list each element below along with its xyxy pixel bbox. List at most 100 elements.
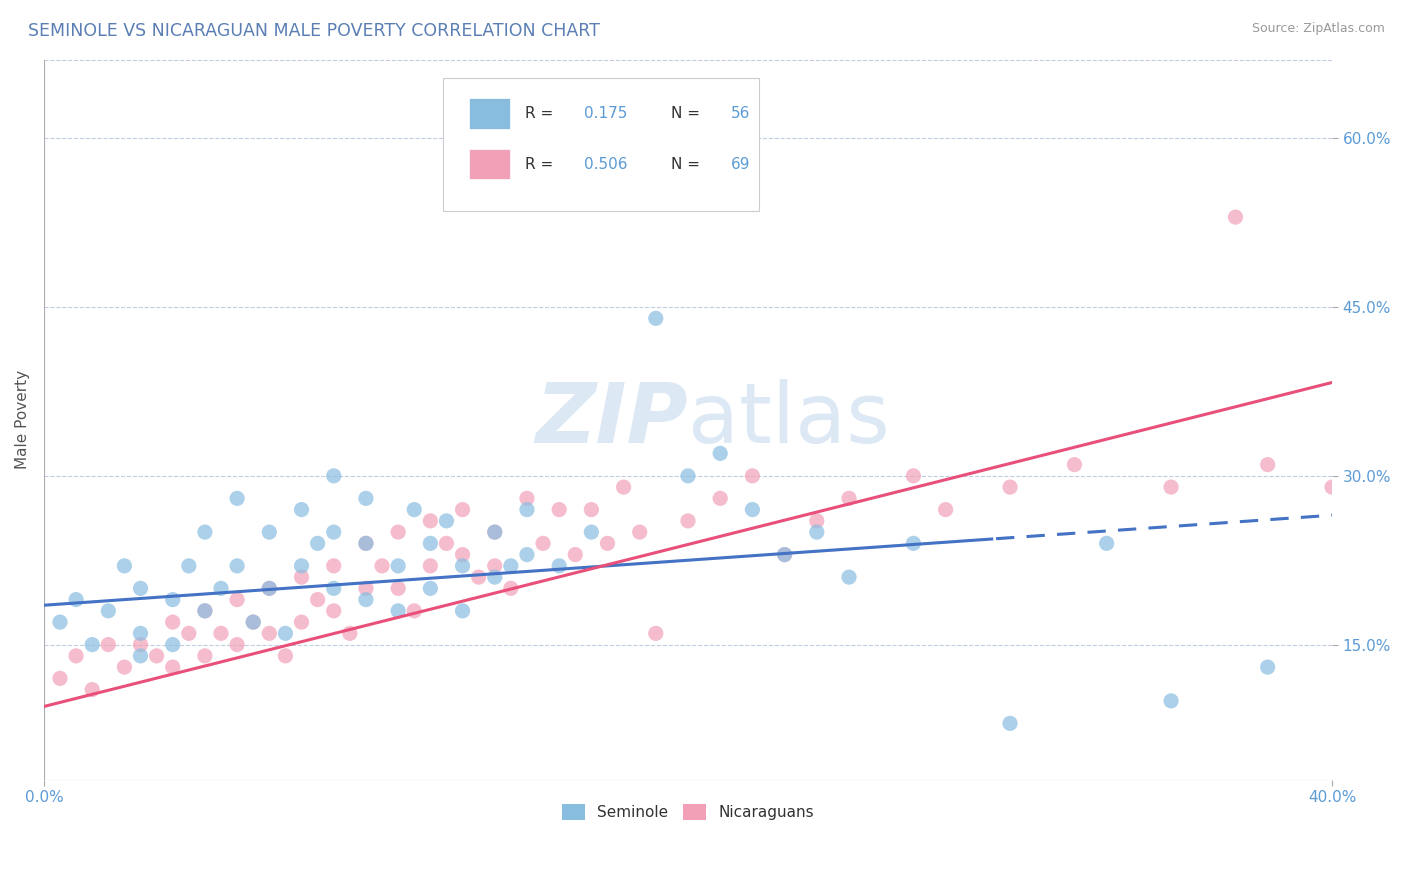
Point <box>209 626 232 640</box>
Text: SEMINOLE VS NICARAGUAN MALE POVERTY CORRELATION CHART: SEMINOLE VS NICARAGUAN MALE POVERTY CORR… <box>28 22 600 40</box>
Point <box>419 558 441 573</box>
Point <box>451 604 474 618</box>
Point <box>49 615 72 629</box>
Point <box>322 558 344 573</box>
Point <box>741 502 763 516</box>
Point <box>387 582 409 596</box>
Point <box>806 514 828 528</box>
Point <box>259 626 281 640</box>
Point <box>387 558 409 573</box>
Point <box>581 502 603 516</box>
Point <box>484 525 506 540</box>
FancyBboxPatch shape <box>443 78 759 211</box>
Point <box>903 468 925 483</box>
Point <box>82 682 104 697</box>
Point <box>1225 210 1247 224</box>
Point <box>354 536 377 550</box>
Y-axis label: Male Poverty: Male Poverty <box>15 370 30 469</box>
Point <box>419 582 441 596</box>
Text: ZIP: ZIP <box>536 379 688 460</box>
Point <box>194 525 217 540</box>
Point <box>644 311 666 326</box>
Point <box>436 536 458 550</box>
Point <box>1063 458 1085 472</box>
Point <box>516 491 538 506</box>
Point <box>194 604 217 618</box>
Point <box>499 582 522 596</box>
Point <box>1160 480 1182 494</box>
Point <box>209 582 232 596</box>
Text: atlas: atlas <box>688 379 890 460</box>
Point <box>613 480 636 494</box>
Point <box>226 592 249 607</box>
Point <box>354 491 377 506</box>
Point <box>112 558 135 573</box>
Point <box>387 604 409 618</box>
Point <box>112 660 135 674</box>
Point <box>259 582 281 596</box>
Point <box>419 536 441 550</box>
Point <box>484 525 506 540</box>
Point <box>339 626 361 640</box>
Point <box>354 582 377 596</box>
Point <box>129 582 152 596</box>
Point <box>676 468 699 483</box>
Point <box>177 558 200 573</box>
Point <box>1320 480 1343 494</box>
Point <box>290 502 312 516</box>
Point <box>162 615 184 629</box>
Point <box>274 626 297 640</box>
Point <box>998 480 1021 494</box>
Point <box>322 468 344 483</box>
Text: 0.506: 0.506 <box>585 156 628 171</box>
Point <box>307 536 329 550</box>
Point <box>194 648 217 663</box>
Point <box>242 615 264 629</box>
Point <box>998 716 1021 731</box>
Text: N =: N = <box>671 156 704 171</box>
Point <box>290 615 312 629</box>
Point <box>1160 694 1182 708</box>
FancyBboxPatch shape <box>470 149 509 179</box>
Point <box>322 582 344 596</box>
Text: 69: 69 <box>731 156 751 171</box>
Point <box>838 570 860 584</box>
Point <box>531 536 554 550</box>
Point <box>564 548 586 562</box>
Point <box>451 558 474 573</box>
Point <box>97 604 120 618</box>
Point <box>129 648 152 663</box>
Point <box>451 502 474 516</box>
Point <box>628 525 651 540</box>
Point <box>226 558 249 573</box>
Point <box>290 570 312 584</box>
Point <box>499 558 522 573</box>
Point <box>773 548 796 562</box>
Point <box>82 638 104 652</box>
Point <box>274 648 297 663</box>
Point <box>162 592 184 607</box>
Point <box>290 558 312 573</box>
Point <box>484 558 506 573</box>
Point <box>145 648 167 663</box>
Point <box>354 536 377 550</box>
Point <box>451 548 474 562</box>
Point <box>387 525 409 540</box>
Point <box>177 626 200 640</box>
Point <box>65 592 87 607</box>
Point <box>1257 458 1279 472</box>
Point <box>1385 435 1406 450</box>
Point <box>484 570 506 584</box>
Point <box>644 626 666 640</box>
Point <box>1257 660 1279 674</box>
Point <box>935 502 957 516</box>
Point <box>259 582 281 596</box>
Text: R =: R = <box>524 106 558 121</box>
Point <box>516 548 538 562</box>
Point <box>322 604 344 618</box>
Point <box>49 671 72 685</box>
Point <box>548 558 571 573</box>
Point <box>741 468 763 483</box>
Text: Source: ZipAtlas.com: Source: ZipAtlas.com <box>1251 22 1385 36</box>
Point <box>97 638 120 652</box>
